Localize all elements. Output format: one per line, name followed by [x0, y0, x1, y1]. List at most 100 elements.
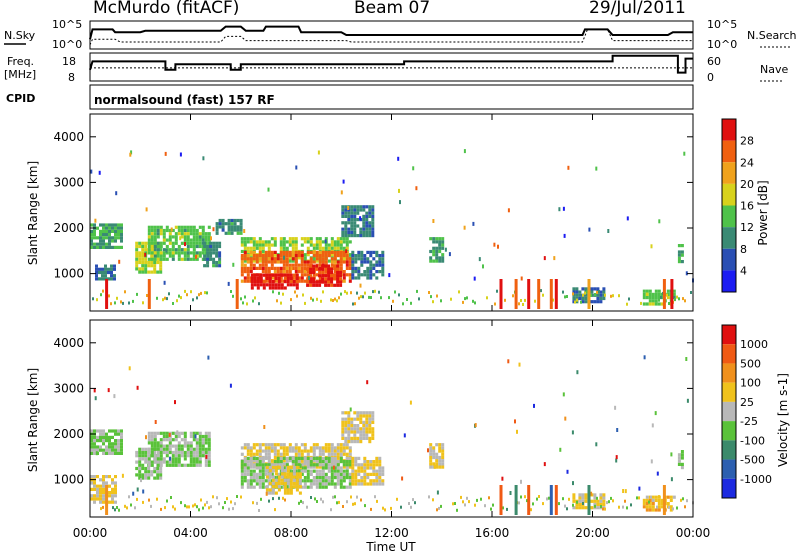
- data-cell: [369, 254, 373, 258]
- data-cell: [99, 497, 102, 501]
- data-cell: [218, 218, 222, 223]
- data-cell: [147, 264, 151, 268]
- data-cell: [138, 257, 142, 261]
- data-cell: [295, 478, 299, 482]
- data-cell: [339, 446, 343, 450]
- data-cell: [438, 249, 442, 254]
- data-cell: [626, 216, 629, 221]
- data-cell: [163, 280, 166, 285]
- colorbar-tick-label: -500: [740, 454, 765, 467]
- data-cell: [441, 259, 445, 263]
- data-cell: [357, 472, 361, 476]
- data-cell: [142, 500, 144, 504]
- data-cell: [138, 466, 142, 471]
- data-cell: [339, 280, 343, 284]
- data-cell: [96, 475, 99, 479]
- data-cell: [657, 502, 661, 506]
- data-cell: [265, 485, 269, 489]
- data-cell: [375, 460, 379, 464]
- data-cell: [253, 273, 257, 277]
- data-cell: [277, 485, 281, 489]
- data-cell: [196, 505, 198, 509]
- data-cell: [256, 283, 260, 287]
- data-cell: [246, 479, 250, 483]
- data-cell: [255, 449, 259, 453]
- data-cell: [378, 479, 382, 483]
- data-cell: [336, 246, 340, 250]
- data-cell: [171, 438, 175, 442]
- data-cell: [345, 456, 349, 460]
- data-cell: [279, 246, 283, 250]
- data-cell: [672, 289, 676, 293]
- freq-right-tick-top: 60: [707, 55, 721, 68]
- data-cell: [372, 482, 376, 486]
- data-cell: [144, 466, 148, 471]
- data-cell: [200, 291, 202, 295]
- data-cell: [90, 169, 93, 174]
- data-cell: [440, 299, 442, 303]
- data-cell: [312, 465, 316, 469]
- data-cell: [207, 450, 211, 455]
- data-cell: [195, 454, 199, 458]
- data-cell: [432, 449, 436, 453]
- data-cell: [365, 433, 369, 437]
- data-cell: [207, 355, 210, 360]
- data-cell: [347, 414, 351, 418]
- data-cell: [186, 441, 190, 445]
- data-cell: [264, 279, 268, 283]
- data-cell: [209, 254, 213, 258]
- data-cell: [236, 218, 240, 223]
- data-cell: [174, 434, 178, 439]
- data-cell: [558, 502, 560, 506]
- data-cell: [289, 488, 293, 492]
- data-cell: [192, 431, 196, 435]
- data-cell: [267, 254, 271, 258]
- data-cell: [306, 469, 310, 473]
- data-cell: [576, 298, 578, 302]
- data-cell: [333, 456, 337, 460]
- data-cell: [206, 264, 210, 268]
- colorbar-frame: [721, 324, 737, 499]
- data-cell: [657, 289, 661, 293]
- data-cell: [648, 289, 652, 293]
- data-cell: [147, 463, 151, 467]
- data-cell: [672, 495, 676, 499]
- data-cell: [645, 502, 649, 506]
- data-cell: [295, 485, 299, 489]
- data-cell: [276, 460, 280, 464]
- data-cell: [576, 370, 579, 375]
- data-cell: [464, 503, 466, 507]
- data-cell: [360, 463, 364, 467]
- data-cell: [171, 460, 175, 464]
- data-cell: [562, 497, 564, 501]
- data-cell: [277, 273, 281, 277]
- data-cell: [159, 264, 163, 268]
- data-cell: [288, 449, 292, 453]
- data-cell: [366, 476, 370, 480]
- data-cell: [156, 248, 160, 252]
- data-cell: [333, 283, 337, 287]
- colorbar-tick-label: -1000: [740, 473, 772, 486]
- data-cell: [297, 460, 301, 464]
- data-cell: [153, 450, 157, 455]
- data-cell: [429, 443, 433, 447]
- data-cell: [660, 296, 664, 300]
- data-cell: [312, 443, 316, 447]
- data-cell: [324, 446, 328, 450]
- data-cell: [345, 485, 349, 489]
- data-cell: [171, 431, 175, 435]
- data-cell: [339, 472, 343, 476]
- data-cell: [330, 243, 334, 247]
- data-cell: [375, 276, 379, 280]
- data-cell: [362, 218, 366, 222]
- data-cell: [159, 457, 163, 461]
- data-cell: [291, 240, 295, 244]
- data-cell: [368, 234, 372, 238]
- data-cell: [249, 237, 253, 241]
- data-cell: [252, 243, 256, 247]
- data-cell: [378, 263, 382, 267]
- data-cell: [120, 445, 123, 449]
- data-cell: [90, 475, 93, 479]
- data-cell: [278, 496, 280, 500]
- data-cell: [108, 494, 111, 498]
